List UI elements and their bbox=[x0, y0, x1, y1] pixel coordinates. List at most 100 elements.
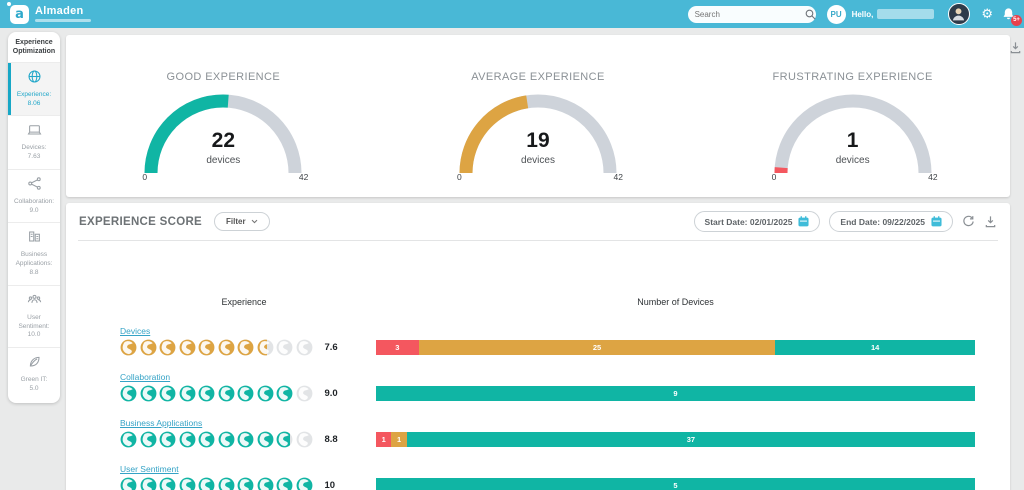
bar-segment-value: 1 bbox=[381, 435, 386, 444]
sidebar-item-green-it[interactable]: Green IT: 5.0 bbox=[8, 347, 60, 401]
sidebar-item-score: 5.0 bbox=[29, 384, 39, 392]
sidebar-item-experience[interactable]: Experience: 8.06 bbox=[8, 61, 60, 116]
stacked-bar-devices: 3 25 14 bbox=[376, 340, 975, 355]
row-score: 9.0 bbox=[324, 388, 338, 399]
bar-segment-value: 37 bbox=[686, 435, 696, 444]
globe-rating-icon bbox=[237, 339, 254, 356]
start-date-picker[interactable]: Start Date: 02/01/2025 bbox=[693, 211, 821, 232]
gauge-title: GOOD EXPERIENCE bbox=[166, 71, 281, 83]
row-link-user-sentiment[interactable]: User Sentiment bbox=[120, 464, 179, 474]
row-link-devices[interactable]: Devices bbox=[120, 326, 151, 336]
globe-rating-icon bbox=[218, 339, 235, 356]
user-avatar[interactable] bbox=[948, 3, 971, 25]
globe-rating-icon bbox=[218, 385, 235, 402]
bar-segment: 9 bbox=[376, 386, 975, 401]
brand-tagline bbox=[35, 19, 91, 22]
score-row-business-applications: Business Applications 8.8 1 1 37 bbox=[120, 413, 975, 448]
user-sentiment-icon bbox=[27, 294, 42, 311]
globe-rating-icon bbox=[296, 385, 313, 402]
globe-rating-icon bbox=[140, 477, 157, 490]
gauge-value: 19 bbox=[526, 129, 550, 152]
notifications-bell-icon[interactable]: 5+ bbox=[1002, 7, 1022, 26]
start-date-label: Start Date: 02/01/2025 bbox=[704, 216, 793, 227]
gauge-arc bbox=[774, 94, 932, 174]
brand-logo[interactable]: a Almaden bbox=[7, 1, 91, 24]
gauge-arc bbox=[459, 94, 617, 174]
settings-gear-icon[interactable]: ⚙ bbox=[981, 6, 993, 22]
score-rows: Devices 7.6 3 25 14 Collaboration 9.0 9 Business… bbox=[120, 321, 975, 490]
bar-segment: 14 bbox=[775, 340, 975, 355]
gauge-title: AVERAGE EXPERIENCE bbox=[471, 71, 605, 83]
globe-rating-icon bbox=[140, 431, 157, 448]
bar-segment-value: 9 bbox=[673, 389, 678, 398]
globe-rating-icon bbox=[237, 431, 254, 448]
search-icon bbox=[805, 9, 816, 20]
search-input[interactable] bbox=[694, 9, 805, 19]
globe-rating-icon bbox=[140, 385, 157, 402]
bar-segment-value: 5 bbox=[673, 481, 678, 490]
experience-score-card: EXPERIENCE SCORE Filter Start Date: 02/0… bbox=[66, 203, 1010, 490]
download-icon[interactable] bbox=[984, 215, 997, 228]
globe-rating-icon bbox=[237, 477, 254, 490]
globe-rating bbox=[120, 385, 313, 402]
globe-rating bbox=[120, 339, 313, 356]
gauge-max-label: 42 bbox=[613, 172, 623, 182]
globe-rating-icon bbox=[198, 431, 215, 448]
globe-rating-icon bbox=[198, 477, 215, 490]
bar-segment-value: 3 bbox=[395, 343, 400, 352]
globe-rating-icon bbox=[120, 431, 137, 448]
sidebar-item-user-sentiment[interactable]: User Sentiment: 10.0 bbox=[8, 284, 60, 347]
column-header-experience: Experience bbox=[221, 297, 267, 307]
collaboration-icon bbox=[27, 177, 42, 195]
globe-rating-icon bbox=[120, 339, 137, 356]
sidebar-item-devices[interactable]: Devices: 7.63 bbox=[8, 115, 60, 169]
sidebar-item-score: 8.8 bbox=[29, 269, 39, 276]
globe-rating-icon bbox=[276, 477, 293, 490]
bar-segment-value: 1 bbox=[396, 435, 402, 444]
column-header-devices: Number of Devices bbox=[637, 297, 714, 307]
table-column-headers: Experience Number of Devices bbox=[120, 297, 975, 307]
refresh-icon[interactable] bbox=[962, 215, 975, 228]
sidebar: Experience Optimization Experience: 8.06 D… bbox=[8, 32, 60, 403]
page-download-icon[interactable] bbox=[1009, 41, 1022, 59]
bar-segment: 1 bbox=[391, 432, 407, 447]
score-row-collaboration: Collaboration 9.0 9 bbox=[120, 367, 975, 402]
sidebar-item-collaboration[interactable]: Collaboration: 9.0 bbox=[8, 168, 60, 223]
user-initials-badge[interactable]: PU bbox=[826, 4, 846, 24]
sidebar-item-business-applications[interactable]: Business Applications: 8.8 bbox=[8, 222, 60, 284]
score-row-user-sentiment: User Sentiment 10 5 bbox=[120, 459, 975, 490]
stacked-bar-business-applications: 1 1 37 bbox=[376, 432, 975, 447]
globe-rating-icon bbox=[257, 431, 274, 448]
greeting-text: Hello, bbox=[851, 9, 874, 19]
gauge-title: FRUSTRATING EXPERIENCE bbox=[772, 71, 933, 83]
globe-rating-icon bbox=[296, 431, 313, 448]
globe-rating-icon bbox=[159, 477, 176, 490]
bar-segment-value: 14 bbox=[870, 343, 880, 352]
bar-segment: 3 bbox=[376, 340, 419, 355]
bar-segment-value: 25 bbox=[592, 343, 602, 352]
globe-icon bbox=[27, 70, 42, 88]
avatar-person-icon bbox=[953, 8, 965, 21]
globe-rating-icon bbox=[179, 339, 196, 356]
sidebar-item-score: 10.0 bbox=[27, 331, 41, 339]
experience-gauges-card: GOOD EXPERIENCE 22 devices 0 42 AVERAGE EXPER… bbox=[66, 35, 1010, 197]
sidebar-item-score: 7.63 bbox=[27, 153, 41, 161]
brand-logo-icon: a bbox=[7, 1, 29, 24]
app-header: a Almaden PU Hello, ⚙ 5+ bbox=[0, 0, 1024, 28]
sidebar-item-score: 9.0 bbox=[29, 206, 39, 214]
row-link-collaboration[interactable]: Collaboration bbox=[120, 372, 171, 382]
stacked-bar-collaboration: 9 bbox=[376, 386, 975, 401]
globe-rating-icon bbox=[276, 431, 293, 448]
globe-rating-icon bbox=[257, 339, 274, 356]
sidebar-item-score: 8.06 bbox=[27, 99, 41, 107]
search-box[interactable] bbox=[687, 5, 816, 23]
bar-segment: 25 bbox=[418, 340, 776, 355]
globe-rating-icon bbox=[257, 385, 274, 402]
filter-button[interactable]: Filter bbox=[214, 212, 270, 231]
gauge-max-label: 42 bbox=[928, 172, 938, 182]
brand-name: Almaden bbox=[35, 5, 84, 17]
globe-rating-icon bbox=[159, 385, 176, 402]
end-date-picker[interactable]: End Date: 09/22/2025 bbox=[829, 211, 953, 232]
row-link-business-applications[interactable]: Business Applications bbox=[120, 418, 203, 428]
bar-segment: 1 bbox=[376, 432, 392, 447]
